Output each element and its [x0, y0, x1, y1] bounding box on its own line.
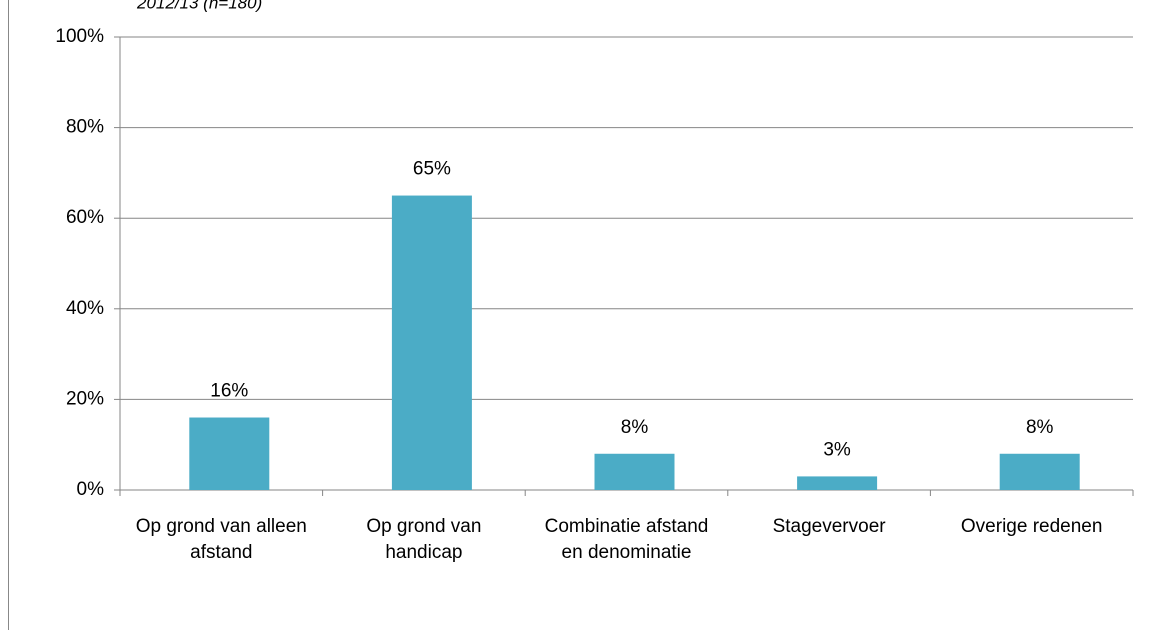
y-tick-label: 60% [66, 207, 104, 228]
chart-subtitle: 2012/13 (n=180) [136, 0, 262, 12]
bar [594, 453, 675, 490]
bar [391, 195, 472, 491]
x-tick-label: Combinatie afstand en denominatie [544, 516, 709, 563]
value-label: 8% [621, 417, 649, 438]
bar [797, 476, 878, 490]
value-label: 3% [823, 439, 851, 460]
x-tick-label: Stagevervoer [772, 516, 886, 537]
chart-frame [8, 0, 9, 630]
x-tick-label: Op grond van alleen afstand [135, 516, 307, 563]
value-label: 65% [413, 159, 451, 180]
value-label: 16% [210, 381, 248, 402]
y-tick-label: 40% [66, 298, 104, 319]
y-tick-label: 100% [55, 26, 104, 47]
x-tick-label: Overige redenen [960, 516, 1103, 537]
y-tick-label: 0% [77, 479, 105, 500]
y-tick-label: 80% [66, 117, 104, 138]
bar [189, 417, 270, 490]
y-tick-label: 20% [66, 388, 104, 409]
bar [999, 453, 1080, 490]
value-label: 8% [1026, 417, 1054, 438]
x-tick-label: Op grond van handicap [366, 516, 482, 563]
